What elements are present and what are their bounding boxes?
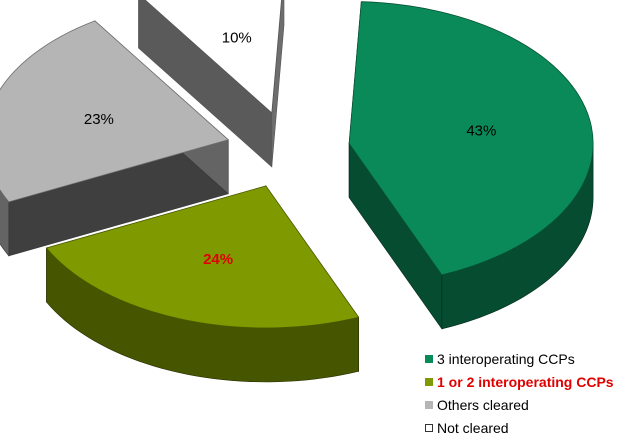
slice-rim-others-cleared bbox=[0, 189, 10, 257]
slice-label-3-interoperating-ccps: 43% bbox=[466, 122, 496, 139]
legend-item-1-or-2-interoperating-ccps: 1 or 2 interoperating CCPs bbox=[425, 370, 629, 393]
legend-item-not-cleared: Not cleared bbox=[425, 416, 629, 439]
pie-slice-not-cleared bbox=[144, 0, 282, 114]
slice-label-1-or-2-interoperating-ccps: 24% bbox=[203, 251, 233, 268]
legend-swatch bbox=[425, 377, 433, 386]
legend-item-others-cleared: Others cleared bbox=[425, 393, 629, 416]
legend: 3 interoperating CCPs 1 or 2 interoperat… bbox=[425, 347, 629, 439]
legend-swatch bbox=[425, 423, 433, 432]
legend-label: Not cleared bbox=[437, 419, 509, 436]
legend-swatch bbox=[425, 354, 433, 363]
legend-label: 1 or 2 interoperating CCPs bbox=[437, 373, 614, 390]
legend-swatch bbox=[425, 400, 433, 409]
legend-label: 3 interoperating CCPs bbox=[437, 350, 575, 367]
legend-label: Others cleared bbox=[437, 396, 529, 413]
pie-slice-others-cleared bbox=[0, 20, 230, 203]
slice-label-not-cleared: 10% bbox=[222, 30, 252, 47]
slice-tops bbox=[0, 0, 594, 329]
pie-slice-1-or-2-interoperating-ccps bbox=[45, 185, 360, 329]
legend-item-3-interoperating-ccps: 3 interoperating CCPs bbox=[425, 347, 629, 370]
slice-labels: 43% 24% 23% 10% bbox=[84, 30, 497, 268]
slice-label-others-cleared: 23% bbox=[84, 111, 114, 128]
pie-slice-3-interoperating-ccps bbox=[348, 1, 594, 276]
